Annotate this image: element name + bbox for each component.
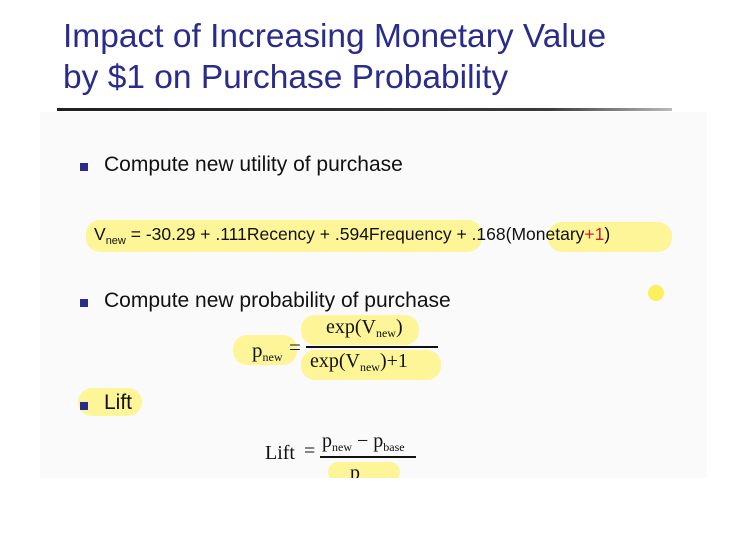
bullet-marker-3 <box>80 402 88 410</box>
highlight-denominator <box>301 350 441 380</box>
utility-equation: Vnew = -30.29 + .111Recency + .594Freque… <box>94 224 610 247</box>
utility-close-paren: ) <box>604 224 611 244</box>
lift-equals: = <box>304 440 316 462</box>
lift-lhs: Lift <box>265 442 295 464</box>
highlight-lift-denominator <box>328 462 400 482</box>
highlight-lift-bullet <box>78 388 142 416</box>
title-underline <box>57 108 672 111</box>
bullet-marker-1 <box>80 163 88 171</box>
slide-title: Impact of Increasing Monetary Value by $… <box>63 16 733 98</box>
probability-numerator: exp(Vnew) <box>326 316 403 341</box>
bullet-marker-2 <box>80 299 88 307</box>
prob-den-post: )+1 <box>379 350 408 372</box>
prob-num-sub: new <box>375 326 396 340</box>
pointer-highlight-dot <box>648 285 664 301</box>
bullet-text-1: Compute new utility of purchase <box>104 153 403 176</box>
highlight-utility-1 <box>86 220 482 252</box>
lift-minus: − <box>352 430 374 452</box>
utility-plus-one: +1 <box>584 224 605 244</box>
lift-denominator-partial: p <box>350 462 360 484</box>
prob-den-pre: exp(V <box>310 350 360 372</box>
probability-fraction-bar <box>306 346 438 348</box>
probability-equals: = <box>289 335 301 359</box>
bullet-text-2: Compute new probability of purchase <box>104 289 451 312</box>
prob-num-post: ) <box>395 316 403 338</box>
lift-p-base-sub: base <box>383 440 405 454</box>
content-area <box>40 112 707 478</box>
highlight-numerator <box>301 315 419 345</box>
title-line-2: by $1 on Purchase Probability <box>63 59 509 96</box>
utility-v-sub: new <box>105 235 126 247</box>
utility-v: V <box>94 224 106 244</box>
probability-p-sub: new <box>262 350 283 364</box>
lift-p-base: p <box>373 430 384 452</box>
prob-num-pre: exp(V <box>326 316 376 338</box>
lift-fraction-bar <box>320 456 416 458</box>
utility-rhs: = -30.29 + .111Recency + .594Frequency +… <box>125 224 585 244</box>
title-line-1: Impact of Increasing Monetary Value <box>63 18 607 55</box>
probability-lhs: pnew <box>252 338 283 365</box>
bullet-text-3: Lift <box>104 391 133 414</box>
lift-p-new-sub: new <box>332 440 352 454</box>
prob-den-sub: new <box>359 360 380 374</box>
lift-p-new: p <box>322 430 332 452</box>
highlight-utility-2 <box>548 222 672 252</box>
slide-cropped-region <box>40 478 747 550</box>
probability-p: p <box>252 338 263 362</box>
highlight-pnew <box>233 335 297 365</box>
probability-denominator: exp(Vnew)+1 <box>310 350 408 375</box>
lift-numerator: pnew − pbase <box>322 430 405 455</box>
